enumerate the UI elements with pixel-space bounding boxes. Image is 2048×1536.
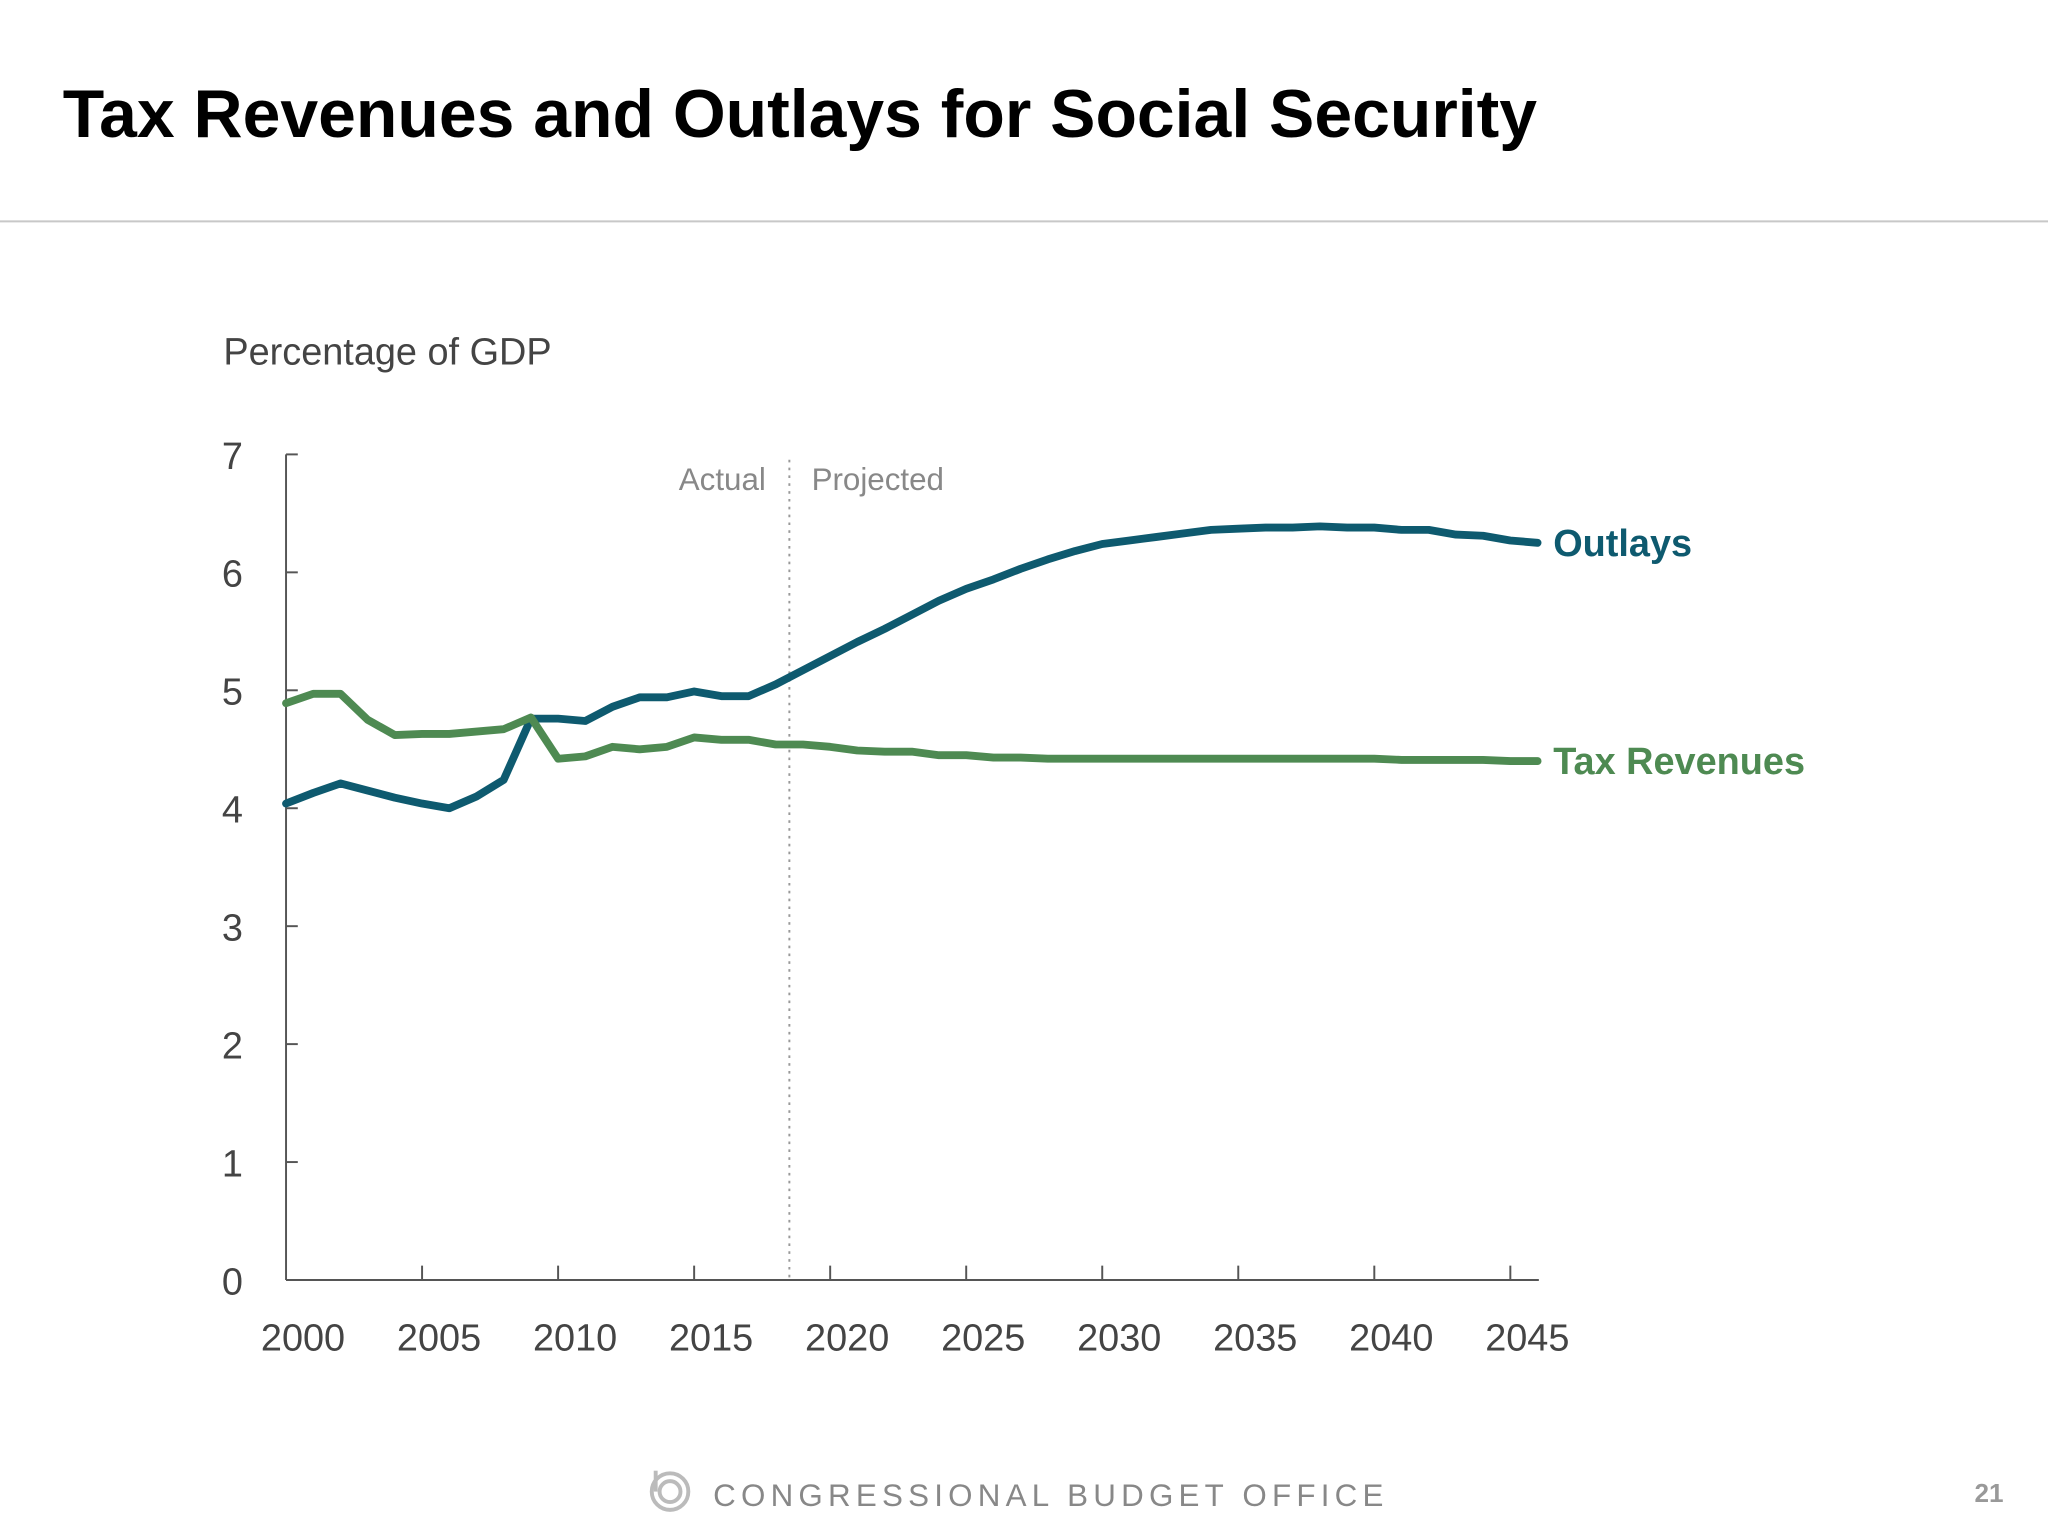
x-tick-label: 2005 [397, 1318, 481, 1360]
series-line-tax-revenues [282, 689, 1542, 765]
cbo-logo-icon [649, 1470, 691, 1512]
x-tick-label: 2045 [1485, 1318, 1569, 1360]
x-tick-label: 2020 [805, 1318, 889, 1360]
x-tick-label: 2000 [261, 1318, 345, 1360]
actual-label: Actual [679, 462, 766, 497]
projected-label: Projected [812, 462, 944, 497]
y-tick-label: 0 [222, 1261, 243, 1303]
y-tick-label: 7 [222, 436, 243, 478]
y-axis-label: Percentage of GDP [223, 331, 551, 373]
y-tick-label: 1 [222, 1143, 243, 1185]
series-line-outlays [282, 522, 1542, 813]
x-tick-label: 2010 [533, 1318, 617, 1360]
page-number: 21 [1975, 1478, 2004, 1508]
y-tick-label: 4 [222, 790, 243, 832]
x-tick-label: 2015 [669, 1318, 753, 1360]
x-ticks: 2000 2005 2010 2015 2020 2025 2030 2035 2040 2045 [261, 1265, 1569, 1360]
y-ticks: 0 1 2 3 4 5 6 7 [222, 436, 298, 1303]
series-label-outlays: Outlays [1553, 523, 1692, 565]
x-tick-label: 2030 [1077, 1318, 1161, 1360]
page-title: Tax Revenues and Outlays for Social Secu… [63, 77, 1538, 152]
footer-organization: CONGRESSIONAL BUDGET OFFICE [713, 1478, 1388, 1513]
series-label-tax-revenues: Tax Revenues [1553, 741, 1805, 783]
y-tick-label: 5 [222, 672, 243, 714]
y-tick-label: 3 [222, 908, 243, 950]
x-tick-label: 2040 [1349, 1318, 1433, 1360]
y-tick-label: 2 [222, 1025, 243, 1067]
x-tick-label: 2035 [1213, 1318, 1297, 1360]
y-tick-label: 6 [222, 554, 243, 596]
series-group [282, 522, 1542, 813]
x-tick-label: 2025 [941, 1318, 1025, 1360]
